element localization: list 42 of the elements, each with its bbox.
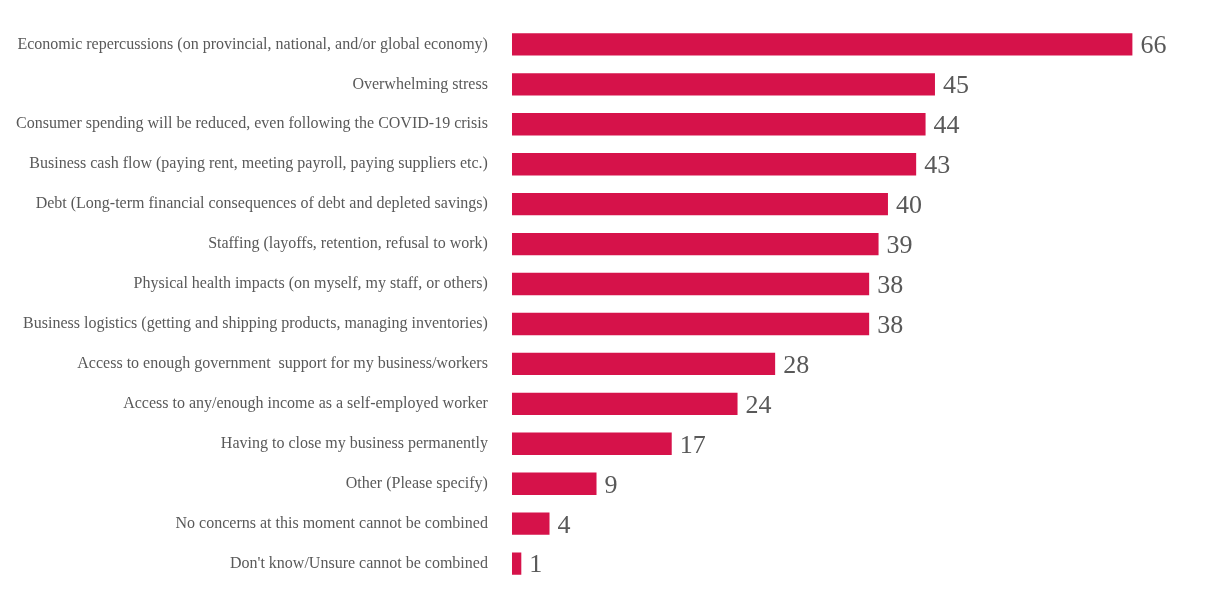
data-label: 43	[924, 150, 951, 180]
bar	[511, 153, 917, 176]
data-label: 1	[529, 549, 543, 579]
bar	[511, 552, 522, 575]
y-tick-label: Having to close my business permanently	[220, 434, 488, 452]
data-label: 28	[783, 349, 810, 379]
y-tick-label: Business cash flow (paying rent, meeting payroll, paying suppliers etc.)	[29, 154, 488, 173]
bar	[511, 113, 926, 136]
bar	[511, 432, 672, 455]
y-tick-label: Consumer spending will be reduced, even following the COVID-19 crisis	[16, 114, 488, 133]
data-label: 39	[886, 229, 913, 259]
data-label: 9	[604, 469, 618, 499]
data-label: 4	[557, 509, 571, 539]
data-label: 45	[942, 70, 969, 100]
data-label: 38	[877, 269, 904, 299]
y-tick-label: Debt (Long-term financial consequences of debt and depleted savings)	[35, 194, 488, 213]
y-tick-label: Access to enough government support for my business/workers	[77, 354, 488, 373]
bar	[511, 272, 870, 296]
data-label: 38	[877, 309, 904, 339]
bar	[511, 392, 738, 416]
y-tick-label: Staffing (layoffs, retention, refusal to work)	[208, 234, 488, 253]
data-label: 44	[933, 110, 960, 140]
y-tick-label: Economic repercussions (on provincial, national, and/or global economy)	[17, 34, 488, 53]
y-tick-label: Physical health impacts (on myself, my staff, or others)	[133, 274, 488, 293]
y-tick-label: No concerns at this moment cannot be combined	[175, 513, 488, 531]
bar	[511, 472, 597, 495]
data-label: 66	[1140, 30, 1167, 60]
bar	[511, 512, 550, 535]
data-label: 17	[679, 429, 706, 459]
data-label: 40	[895, 189, 922, 219]
y-tick-label: Overwhelming stress	[352, 74, 488, 93]
bar	[511, 352, 776, 376]
bar	[511, 232, 879, 256]
bar	[511, 312, 870, 336]
bar	[511, 192, 888, 216]
y-tick-label: Business logistics (getting and shipping products, managing inventories)	[23, 314, 488, 333]
bar	[511, 73, 935, 96]
data-label: 24	[745, 389, 772, 419]
y-tick-label: Access to any/enough income as a self-employed worker	[123, 394, 489, 413]
y-tick-label: Don't know/Unsure cannot be combined	[229, 553, 488, 571]
y-tick-label: Other (Please specify)	[345, 473, 488, 492]
bar	[511, 33, 1133, 56]
